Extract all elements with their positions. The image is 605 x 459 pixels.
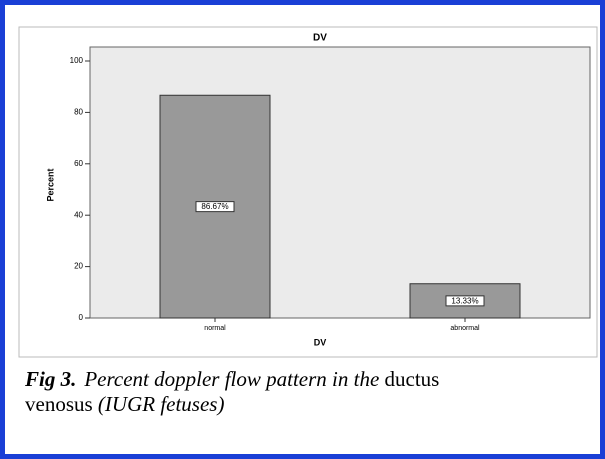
y-tick-label: 0 (79, 313, 84, 322)
y-tick-label: 60 (74, 159, 83, 168)
value-label-box (445, 295, 485, 307)
y-tick-label: 80 (74, 108, 83, 117)
x-tick-label: abnormal (450, 325, 480, 332)
chart: DV DV Percent 0 20 40 60 80 100 normal 86.67% ab… (18, 26, 598, 358)
value-label: 86.67% (201, 202, 228, 211)
caption-label: Fig 3. (25, 367, 77, 391)
x-tick-label: normal (204, 325, 226, 332)
chart-title: DV (313, 33, 327, 44)
y-tick-label: 20 (74, 262, 83, 271)
caption-text: ductus (384, 367, 440, 391)
caption-text: venosus (25, 392, 93, 416)
caption: Fig 3. Percent doppler flow pattern in th… (25, 367, 595, 417)
caption-text: (IUGR fetuses) (97, 392, 225, 416)
caption-text: Percent doppler flow pattern in the (84, 367, 380, 391)
y-tick-label: 40 (74, 210, 83, 219)
y-tick-label: 100 (70, 56, 84, 65)
value-label: 13.33% (451, 296, 478, 305)
y-axis-label: Percent (45, 168, 55, 201)
value-label-box (195, 201, 235, 213)
x-axis-label: DV (314, 337, 327, 347)
